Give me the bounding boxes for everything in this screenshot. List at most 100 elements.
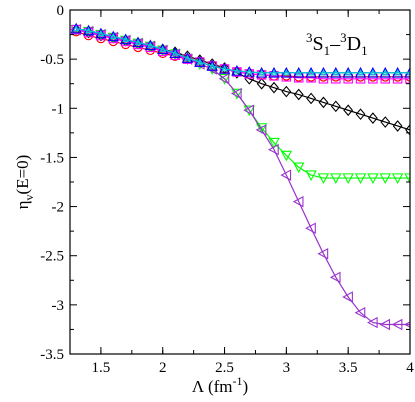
data-point: [184, 54, 191, 61]
y-tick-label: -3.5: [40, 347, 64, 363]
data-point: [332, 69, 340, 76]
data-point: [218, 73, 230, 85]
annotation-sup2: 3: [340, 30, 347, 45]
x-axis-label-main: Λ (fm: [192, 377, 233, 396]
y-axis-label: ηv(E=0): [13, 155, 36, 210]
y-tick-label: -0.5: [40, 52, 64, 68]
data-point: [293, 88, 304, 101]
data-point: [230, 87, 242, 100]
data-point: [391, 173, 404, 185]
data-point: [344, 69, 352, 76]
series-line-4: [76, 29, 410, 80]
data-point: [255, 124, 267, 136]
ticks-layer: 1.5 2 2.5 3 3.5 4 0 -0.5 -1 -1.5 -2 -2.5 -3 -3.5: [40, 3, 414, 376]
x-tick-label: 3: [283, 360, 291, 376]
data-point: [405, 124, 410, 136]
data-point: [109, 32, 117, 40]
data-point: [221, 65, 228, 72]
annotation: 3S1–3D1: [306, 30, 368, 58]
data-point: [305, 222, 316, 234]
series-6: [72, 25, 410, 76]
data-point: [330, 100, 341, 113]
data-point: [293, 73, 304, 83]
data-point: [354, 307, 366, 319]
data-point: [218, 74, 231, 85]
plot-frame: [69, 9, 411, 355]
data-point: [320, 69, 327, 76]
data-point: [342, 291, 353, 303]
x-axis-label: Λ (fm-1): [192, 374, 248, 396]
data-point: [342, 173, 354, 185]
y-tick-label: 0: [57, 3, 65, 19]
y-tick-label: -1: [52, 101, 65, 117]
data-point: [258, 69, 265, 76]
data-point: [134, 38, 142, 45]
data-point: [357, 69, 364, 76]
annotation-sub2: 1: [361, 43, 368, 58]
y-tick-label: -2: [52, 200, 65, 216]
data-point: [381, 69, 389, 76]
data-point: [233, 67, 241, 74]
data-point: [293, 162, 305, 174]
data-point: [404, 173, 410, 185]
y-axis-label-rest: (E=0): [13, 155, 32, 195]
x-tick-label: 2: [159, 360, 167, 376]
data-point: [306, 92, 317, 105]
data-point: [354, 173, 367, 185]
data-point: [243, 104, 255, 116]
data-point: [317, 248, 329, 260]
x-tick-label: 2.5: [215, 360, 234, 376]
data-point: [70, 22, 82, 34]
data-point: [181, 52, 194, 63]
data-point: [306, 73, 316, 83]
data-point: [231, 88, 243, 100]
data-point: [391, 318, 403, 331]
data-point: [268, 143, 279, 156]
x-axis-label-sup: -1: [233, 374, 243, 388]
data-point: [171, 49, 179, 56]
y-tick-label: -1.5: [40, 150, 64, 166]
data-point: [196, 58, 204, 65]
data-point: [406, 69, 410, 76]
x-tick-label: 4: [406, 360, 414, 376]
data-point: [329, 271, 341, 284]
data-point: [85, 27, 92, 34]
x-axis-label-close: ): [243, 377, 249, 396]
data-point: [379, 173, 391, 185]
data-point: [159, 45, 167, 52]
data-point: [367, 173, 379, 185]
data-point: [318, 96, 329, 109]
data-point: [355, 108, 366, 121]
data-point: [292, 195, 304, 208]
data-point: [281, 85, 292, 98]
annotation-sub1: 1: [324, 43, 331, 58]
data-point: [305, 170, 317, 182]
data-point: [343, 104, 354, 117]
series-layer: [70, 22, 410, 331]
data-point: [122, 35, 129, 43]
x-tick-label: 3.5: [339, 360, 358, 376]
annotation-d: D: [347, 33, 361, 55]
data-point: [280, 150, 293, 162]
data-point: [243, 105, 255, 117]
data-point: [366, 316, 378, 329]
data-point: [394, 69, 401, 76]
data-point: [369, 69, 377, 76]
data-point: [283, 69, 290, 76]
data-point: [380, 116, 391, 128]
data-point: [72, 25, 80, 32]
data-point: [392, 120, 403, 132]
data-point: [330, 173, 342, 185]
data-point: [194, 54, 205, 66]
y-axis-label-sub: v: [22, 194, 36, 200]
data-point: [270, 69, 278, 76]
data-point: [379, 318, 391, 331]
data-point: [256, 77, 267, 90]
x-tick-label: 1.5: [92, 360, 111, 376]
y-tick-label: -2.5: [40, 249, 64, 265]
data-point: [245, 68, 253, 75]
data-point: [268, 137, 280, 149]
data-point: [295, 69, 303, 76]
y-tick-label: -3: [52, 298, 65, 314]
